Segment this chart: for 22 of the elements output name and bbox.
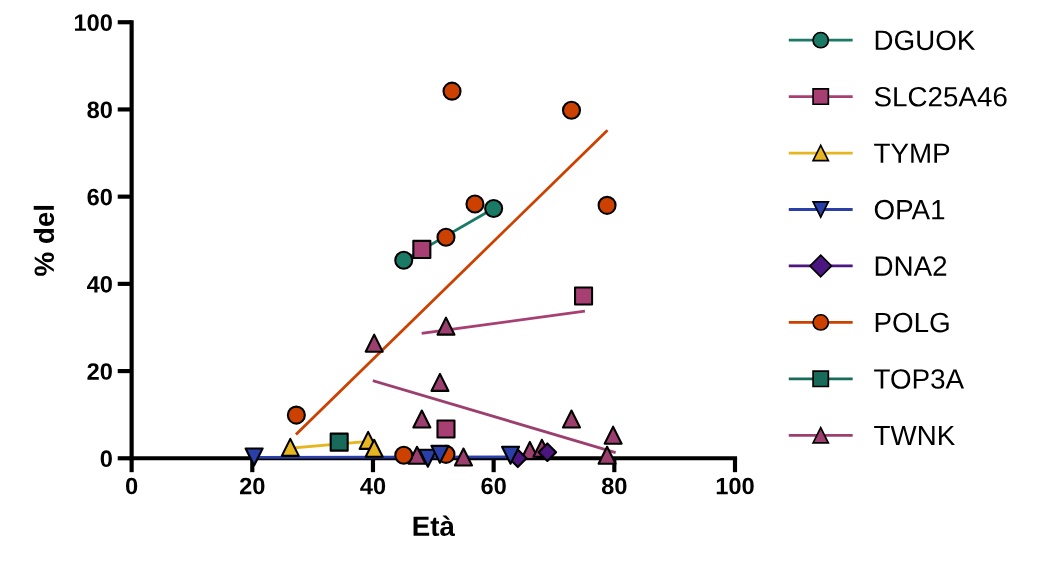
y-axis-title: % del [33,205,55,276]
legend-label: TWNK [874,425,955,446]
legend-label: POLG [875,312,949,333]
legend-label: DNA2 [875,256,947,276]
legend-label: TOP3A [874,369,965,389]
x-tick-label: 100 [716,477,754,495]
y-tick-label: 40 [86,275,112,293]
x-tick-label: 40 [360,477,386,495]
x-axis-title: Età [413,515,455,537]
y-tick-label: 80 [87,101,112,119]
y-tick-label: 20 [87,363,112,380]
x-tick-label: 80 [601,477,627,495]
x-tick-label: 0 [125,477,138,495]
y-tick-label: 60 [87,188,112,206]
x-tick-label: 60 [481,477,506,495]
legend-label: OPA1 [874,199,945,220]
y-tick-label: 0 [100,450,112,468]
legend-label: SLC25A46 [874,86,1007,107]
x-tick-label: 20 [239,477,265,495]
y-tick-label: 100 [74,14,112,32]
legend-label: DGUOK [875,30,976,51]
legend-label: TYMP [874,143,950,163]
